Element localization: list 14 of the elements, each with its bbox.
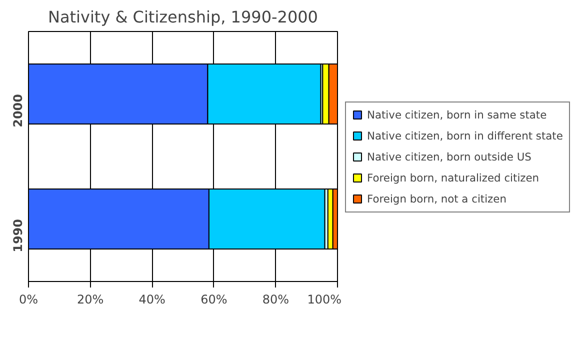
y-tick-label: 1990 [11, 218, 25, 252]
x-tick-label: 100% [307, 292, 342, 306]
x-tick-label: 0% [18, 292, 38, 306]
legend-label: Foreign born, not a citizen [367, 192, 506, 205]
x-tick-label: 60% [200, 292, 228, 306]
x-tick-label: 40% [138, 292, 166, 306]
legend-label: Native citizen, born in same state [367, 108, 547, 121]
legend-label: Native citizen, born in different state [367, 129, 563, 142]
legend-label: Foreign born, naturalized citizen [367, 171, 540, 184]
legend-label: Native citizen, born outside US [367, 150, 532, 163]
chart-title: Nativity & Citizenship, 1990-2000 [48, 8, 318, 26]
x-tick-label: 80% [262, 292, 290, 306]
x-tick-label: 20% [76, 292, 104, 306]
y-tick-label: 2000 [11, 94, 25, 128]
